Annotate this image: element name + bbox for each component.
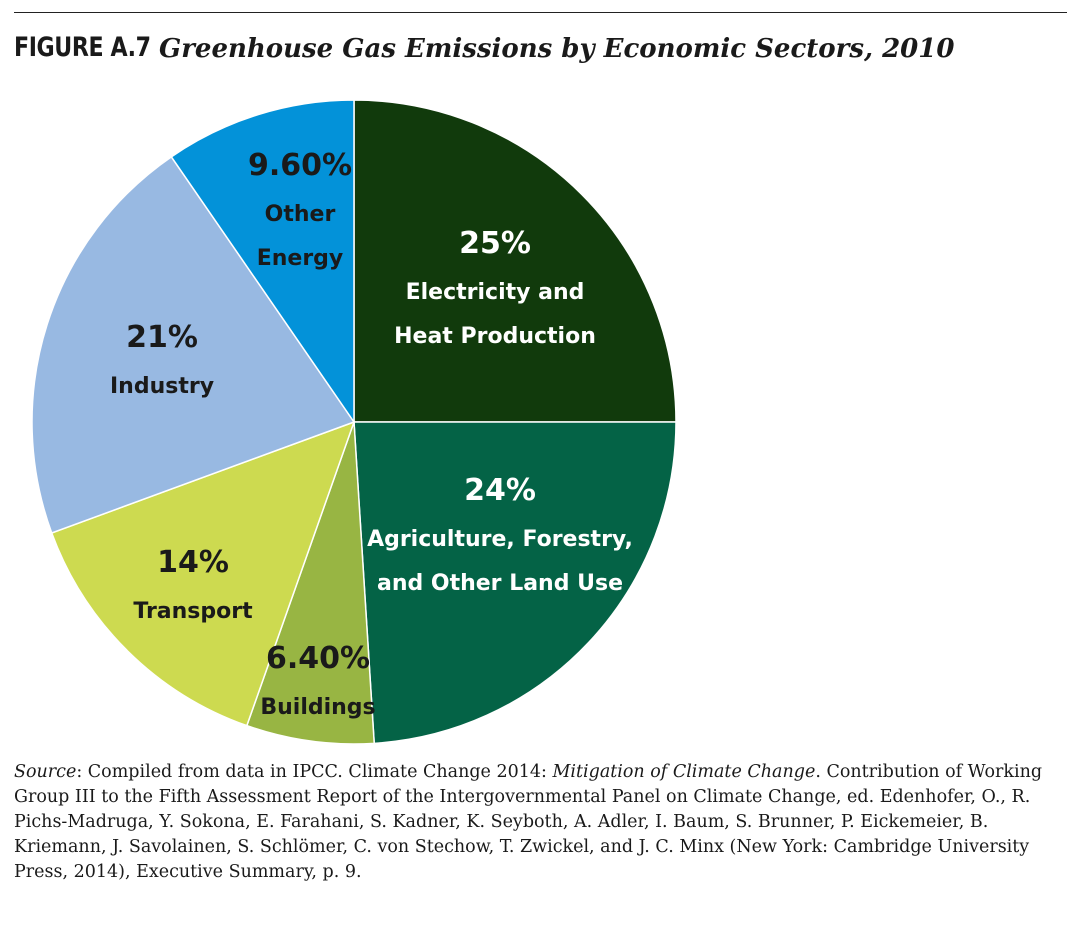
- slice-category-label-2-0: Buildings: [260, 695, 375, 720]
- pie-slice-1: [353, 421, 677, 745]
- pie-slice-2: [245, 421, 376, 745]
- source-text-1: : Compiled from data in IPCC. Climate Ch…: [76, 762, 553, 782]
- source-text-2: . Contribution of Working Group III to t…: [14, 762, 1043, 882]
- slice-category-label-1-0: Agriculture, Forestry,: [367, 527, 633, 552]
- pie-slice-5: [170, 99, 355, 425]
- slice-category-label-3-0: Transport: [133, 599, 253, 624]
- pie-slice-0: [353, 99, 677, 423]
- source-prefix: Source: [14, 762, 77, 782]
- pie-chart: 25% Electricity and Heat Production 24% Agri…: [31, 99, 677, 745]
- figure-label: FIGURE A.7: [14, 32, 151, 63]
- source-note: Source: Compiled from data in IPCC. Clim…: [14, 760, 1059, 885]
- slice-value-label-3: 14%: [157, 545, 229, 580]
- figure-name: Greenhouse Gas Emissions by Economic Sec…: [159, 34, 955, 64]
- pie-slices: [31, 99, 677, 745]
- figure-title: FIGURE A.7 Greenhouse Gas Emissions by E…: [14, 32, 954, 64]
- slice-value-label-1: 24%: [464, 473, 536, 508]
- slice-category-label-1-1: and Other Land Use: [377, 571, 623, 596]
- slice-category-label-0-0: Electricity and: [406, 280, 585, 305]
- slice-category-label-5-0: Other: [265, 202, 336, 227]
- pie-labels: 25% Electricity and Heat Production 24% Agri…: [110, 148, 633, 720]
- slice-category-label-4-0: Industry: [110, 374, 214, 399]
- top-rule: [14, 12, 1067, 13]
- pie-slice-4: [31, 155, 356, 534]
- slice-value-label-4: 21%: [126, 320, 198, 355]
- slice-value-label-5: 9.60%: [248, 148, 352, 183]
- slice-category-label-5-1: Energy: [257, 246, 344, 271]
- pie-slice-3: [50, 420, 356, 727]
- source-italic-title: Mitigation of Climate Change: [552, 762, 816, 782]
- slice-category-label-0-1: Heat Production: [394, 324, 596, 349]
- slice-value-label-2: 6.40%: [266, 641, 370, 676]
- slice-value-label-0: 25%: [459, 226, 531, 261]
